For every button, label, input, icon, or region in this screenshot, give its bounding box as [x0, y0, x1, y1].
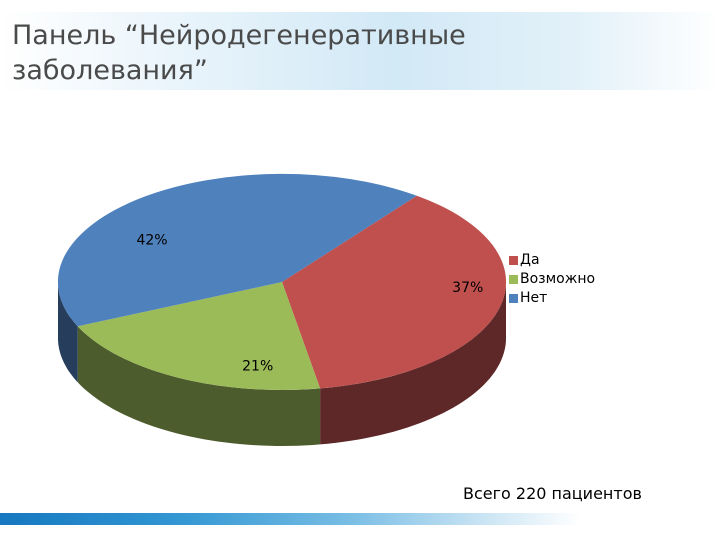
- legend-label: Нет: [520, 290, 548, 306]
- total-patients-note: Всего 220 пациентов: [463, 484, 642, 503]
- page-title: Панель “Нейродегенеративные заболевания”: [12, 20, 466, 86]
- pie-label-no: 42%: [136, 233, 167, 249]
- legend-swatch: [509, 294, 518, 303]
- legend-swatch: [509, 256, 518, 265]
- pie-slice-maybe: [77, 282, 321, 390]
- pie-labels: 37% 21% 42%: [136, 233, 483, 375]
- bottom-decorative-bar: [0, 513, 580, 525]
- pie-slices: [57, 173, 507, 390]
- legend-swatch: [509, 275, 518, 284]
- legend: Да Возможно Нет: [509, 251, 595, 308]
- legend-label: Да: [520, 252, 540, 268]
- pie-slice-no: [57, 173, 417, 327]
- legend-item-yes: Да: [509, 251, 595, 270]
- pie-side-maybe: [77, 326, 321, 446]
- pie-label-yes: 37%: [452, 280, 483, 296]
- title-banner: [0, 12, 720, 90]
- legend-item-maybe: Возможно: [509, 270, 595, 289]
- pie-side-no: [58, 282, 78, 383]
- pie-sides: [58, 282, 506, 446]
- pie-slice-yes: [282, 195, 507, 389]
- legend-item-no: Нет: [509, 289, 595, 308]
- legend-label: Возможно: [520, 271, 596, 287]
- pie-label-maybe: 21%: [242, 358, 273, 374]
- pie-side-yes: [320, 282, 506, 445]
